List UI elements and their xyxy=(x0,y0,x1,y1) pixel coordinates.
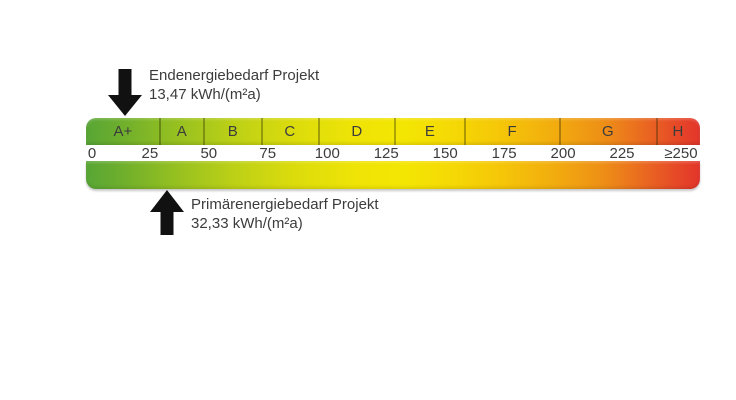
class-label-f: F xyxy=(507,123,517,140)
class-divider xyxy=(393,118,396,145)
tick-label: 0 xyxy=(87,145,97,162)
tick-label: 225 xyxy=(609,145,635,162)
tick-label: 25 xyxy=(141,145,159,162)
class-label-g: G xyxy=(602,123,614,140)
primary-energy-title: Primärenergiebedarf Projekt xyxy=(191,196,379,213)
class-label-aplus: A+ xyxy=(113,123,133,140)
up-arrow-icon xyxy=(150,190,184,235)
final-energy-value: 13,47 kWh/(m²a) xyxy=(149,86,261,103)
class-divider xyxy=(261,118,264,145)
primary-energy-text: Primärenergiebedarf Projekt 32,33 kWh/(m… xyxy=(191,195,379,235)
tick-label: 75 xyxy=(259,145,277,162)
final-energy-annotation: Endenergiebedarf Projekt 13,47 kWh/(m²a) xyxy=(108,64,319,116)
class-band: A+ A B C D E F G H xyxy=(86,118,700,145)
gradient-band xyxy=(86,161,700,189)
primary-energy-value: 32,33 kWh/(m²a) xyxy=(191,215,303,232)
class-divider xyxy=(463,118,466,145)
class-label-e: E xyxy=(424,123,435,140)
final-energy-text: Endenergiebedarf Projekt 13,47 kWh/(m²a) xyxy=(149,66,319,116)
class-divider xyxy=(158,118,161,145)
class-label-c: C xyxy=(284,123,296,140)
class-divider xyxy=(559,118,561,145)
tick-band: 0 25 50 75 100 125 150 175 200 225 ≥250 xyxy=(86,145,700,162)
class-label-d: D xyxy=(351,123,363,140)
tick-label: 150 xyxy=(432,145,458,162)
tick-label: 50 xyxy=(200,145,218,162)
tick-label: 200 xyxy=(550,145,576,162)
class-divider xyxy=(202,118,205,145)
tick-label: 100 xyxy=(314,145,340,162)
class-divider xyxy=(656,118,659,145)
tick-label: 125 xyxy=(373,145,399,162)
tick-label: 175 xyxy=(491,145,517,162)
class-divider xyxy=(317,118,320,145)
tick-label: ≥250 xyxy=(664,145,698,162)
class-label-b: B xyxy=(227,123,238,140)
down-arrow-icon xyxy=(108,69,142,116)
class-label-a: A xyxy=(176,123,187,140)
primary-energy-annotation: Primärenergiebedarf Projekt 32,33 kWh/(m… xyxy=(150,189,379,235)
final-energy-title: Endenergiebedarf Projekt xyxy=(149,67,320,84)
class-label-h: H xyxy=(672,123,684,140)
